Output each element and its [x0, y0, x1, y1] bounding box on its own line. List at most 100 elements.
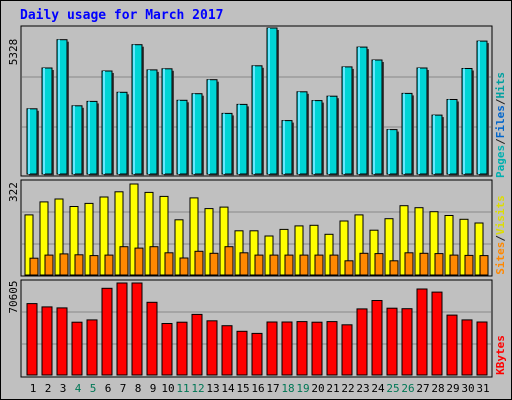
- bar-hits-highlight: [238, 104, 240, 174]
- x-tick-label: 5: [90, 382, 97, 395]
- bar-sites: [344, 260, 354, 276]
- y-max-label-kbytes: 70605: [7, 280, 20, 313]
- bar-visits: [294, 225, 304, 276]
- x-tick-label: 17: [266, 382, 279, 395]
- bar-visits: [54, 198, 64, 276]
- bar-visits: [219, 206, 229, 276]
- bar-hits-highlight: [298, 91, 300, 174]
- bar-hits: [266, 27, 278, 175]
- x-tick-label: 1: [30, 382, 37, 395]
- bar-hits-highlight: [193, 93, 195, 174]
- x-tick-label: 11: [176, 382, 189, 395]
- bar-kbytes: [401, 308, 413, 376]
- bar-sites: [164, 252, 174, 276]
- x-tick-label: 4: [75, 382, 82, 395]
- bar-sites: [419, 252, 429, 276]
- bar-hits-highlight: [268, 28, 270, 174]
- x-tick-label: 6: [105, 382, 112, 395]
- bar-kbytes: [266, 321, 278, 376]
- bar-hits: [236, 103, 248, 175]
- bar-hits: [401, 92, 413, 175]
- bar-kbytes: [446, 314, 458, 376]
- bar-visits: [174, 219, 184, 276]
- bar-visits: [129, 183, 139, 276]
- x-tick-label: 12: [191, 382, 204, 395]
- bar-visits: [249, 230, 259, 276]
- x-tick-label: 27: [416, 382, 429, 395]
- x-tick-label: 23: [356, 382, 369, 395]
- bar-hits: [326, 95, 338, 175]
- bar-hits: [431, 114, 443, 175]
- legend-sites-label: Sites: [494, 242, 507, 275]
- bar-kbytes: [371, 300, 383, 376]
- bar-visits: [204, 208, 214, 276]
- bar-kbytes: [146, 301, 158, 376]
- bar-kbytes: [251, 332, 263, 376]
- bar-sites: [434, 253, 444, 276]
- bar-hits-highlight: [178, 100, 180, 174]
- bar-kbytes: [131, 282, 143, 376]
- x-tick-label: 14: [221, 382, 235, 395]
- bar-visits: [39, 201, 49, 276]
- bar-hits: [41, 67, 53, 175]
- bar-kbytes: [26, 303, 38, 376]
- bar-kbytes: [86, 319, 98, 376]
- bar-kbytes: [56, 307, 68, 376]
- legend-pages-label: Pages: [494, 145, 507, 178]
- bar-hits-highlight: [253, 65, 255, 174]
- bar-visits: [159, 195, 169, 276]
- bar-hits-highlight: [433, 115, 435, 174]
- bar-visits: [384, 218, 394, 276]
- bar-visits: [354, 214, 364, 276]
- bar-kbytes: [341, 324, 353, 376]
- bar-sites: [104, 254, 114, 276]
- bar-hits: [191, 93, 203, 175]
- x-tick-label: 2: [45, 382, 52, 395]
- bar-sites: [224, 246, 234, 276]
- x-tick-label: 26: [401, 382, 414, 395]
- bar-sites: [389, 260, 399, 276]
- y-max-label-visits: 322: [7, 182, 20, 202]
- bar-sites: [299, 254, 309, 276]
- bar-sites: [314, 254, 324, 276]
- x-tick-label: 21: [326, 382, 339, 395]
- bar-visits: [24, 214, 34, 276]
- x-tick-label: 7: [120, 382, 127, 395]
- bar-sites: [59, 253, 69, 276]
- bar-kbytes: [356, 308, 368, 376]
- bar-kbytes: [71, 321, 83, 376]
- bar-visits: [114, 191, 124, 276]
- x-tick-label: 19: [296, 382, 309, 395]
- x-tick-label: 16: [251, 382, 264, 395]
- bar-visits: [414, 207, 424, 276]
- x-tick-label: 20: [311, 382, 324, 395]
- bar-visits: [399, 205, 409, 276]
- bar-sites: [134, 247, 144, 276]
- chart-title: Daily usage for March 2017: [20, 8, 224, 23]
- bar-visits: [309, 224, 319, 276]
- bar-kbytes: [386, 307, 398, 376]
- bar-kbytes: [191, 313, 203, 376]
- bar-hits: [296, 91, 308, 175]
- bar-sites: [44, 254, 54, 276]
- bar-hits: [311, 100, 323, 175]
- legend-separator: /: [494, 235, 507, 242]
- bar-hits-highlight: [163, 68, 165, 174]
- bar-kbytes: [116, 282, 128, 376]
- bar-sites: [479, 255, 489, 276]
- x-tick-label: 30: [461, 382, 474, 395]
- bar-kbytes: [236, 330, 248, 376]
- bar-hits-highlight: [463, 68, 465, 174]
- bar-hits: [146, 69, 158, 175]
- bar-kbytes: [221, 325, 233, 376]
- bar-sites: [284, 254, 294, 276]
- bar-sites: [359, 252, 369, 276]
- legend-hits-label: Hits: [494, 72, 507, 99]
- bar-hits: [476, 40, 488, 175]
- bar-kbytes: [311, 321, 323, 376]
- bar-sites: [74, 254, 84, 276]
- bar-hits-highlight: [73, 105, 75, 174]
- bar-visits: [459, 218, 469, 276]
- bar-hits: [356, 46, 368, 175]
- bar-hits-highlight: [133, 44, 135, 175]
